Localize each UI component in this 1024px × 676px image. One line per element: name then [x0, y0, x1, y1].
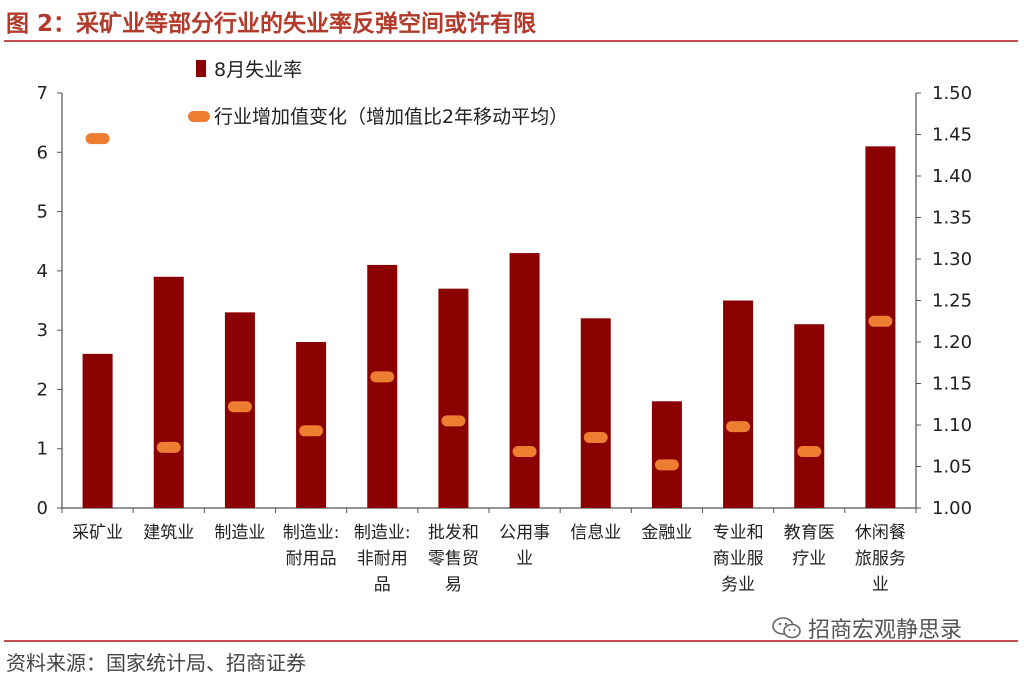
category-label: 疗业	[792, 549, 826, 569]
category-label: 易	[445, 575, 462, 595]
legend-marker-label: 行业增加值变化（增加值比2年移动平均）	[214, 106, 568, 128]
right-tick-label: 1.10	[932, 415, 972, 436]
left-tick-label: 4	[37, 261, 48, 282]
category-label: 教育医	[784, 523, 835, 543]
marker-point	[85, 133, 110, 145]
marker-point	[441, 415, 466, 427]
right-tick-label: 1.45	[932, 125, 972, 146]
marker-point	[299, 425, 324, 437]
bar	[153, 276, 184, 508]
bar	[865, 146, 896, 508]
marker-point	[868, 315, 893, 327]
bar	[296, 342, 327, 508]
marker-series	[85, 133, 893, 471]
chart-legend: 8月失业率 行业增加值变化（增加值比2年移动平均）	[188, 59, 568, 128]
category-label: 零售贸	[428, 549, 479, 569]
category-label: 耐用品	[286, 549, 337, 569]
left-tick-label: 3	[37, 320, 48, 341]
bar	[580, 318, 611, 508]
bar-chart: 0 1 2 3 4 5 6 7 1.00 1.05 1.10 1.15 1.20 1.25 1.30 1.35…	[37, 59, 973, 595]
watermark-text: 招商宏观静思录	[808, 618, 963, 643]
marker-point	[797, 446, 822, 458]
category-label: 业	[516, 549, 533, 569]
bar	[509, 253, 540, 508]
category-label: 休闲餐	[855, 523, 906, 543]
category-label: 批发和	[428, 523, 479, 543]
left-tick-label: 6	[37, 142, 48, 163]
category-label: 制造业:	[354, 523, 411, 543]
left-tick-label: 7	[37, 83, 48, 104]
watermark: 招商宏观静思录	[772, 612, 962, 644]
legend-bar-swatch	[196, 60, 206, 77]
category-label: 采矿业	[72, 523, 123, 543]
marker-point	[726, 421, 751, 433]
right-tick-label: 1.15	[932, 374, 972, 395]
bar	[794, 324, 825, 508]
category-label: 业	[872, 575, 889, 595]
category-label: 信息业	[570, 523, 621, 543]
marker-point	[370, 371, 395, 383]
bar	[82, 353, 113, 508]
right-tick-label: 1.20	[932, 332, 972, 353]
category-label: 公用事	[499, 523, 550, 543]
category-label: 务业	[721, 575, 755, 595]
category-label: 制造业:	[283, 523, 340, 543]
right-tick-label: 1.05	[932, 457, 972, 478]
left-tick-label: 5	[37, 202, 48, 223]
bar	[723, 300, 754, 508]
wechat-icon	[772, 617, 801, 639]
right-tick-label: 1.35	[932, 208, 972, 229]
left-tick-label: 2	[37, 379, 48, 400]
bar	[438, 288, 469, 508]
right-tick-label: 1.40	[932, 166, 972, 187]
chart-axes: 0 1 2 3 4 5 6 7 1.00 1.05 1.10 1.15 1.20 1.25 1.30 1.35…	[37, 83, 973, 595]
footer-divider	[4, 640, 1018, 642]
left-tick-label: 1	[37, 439, 48, 460]
category-label: 非耐用	[357, 549, 408, 569]
right-tick-label: 1.25	[932, 291, 972, 312]
marker-point	[654, 459, 679, 471]
category-label: 金融业	[641, 523, 692, 543]
bar	[367, 264, 398, 508]
bar	[651, 401, 682, 508]
chart-title: 图 2：采矿业等部分行业的失业率反弹空间或许有限	[6, 11, 537, 37]
marker-point	[512, 446, 537, 458]
legend-bar-label: 8月失业率	[214, 59, 302, 81]
marker-point	[583, 431, 608, 443]
category-label: 旅服务	[855, 549, 906, 569]
title-divider	[4, 40, 1018, 42]
category-label: 建筑业	[143, 523, 194, 543]
category-label: 制造业	[214, 523, 265, 543]
category-label: 品	[374, 575, 391, 595]
legend-marker-swatch	[188, 111, 210, 122]
category-label: 专业和	[713, 523, 764, 543]
source-note: 资料来源：国家统计局、招商证券	[6, 651, 306, 675]
left-tick-label: 0	[37, 498, 48, 519]
right-tick-label: 1.00	[932, 498, 972, 519]
category-label: 商业服	[713, 549, 764, 569]
right-tick-label: 1.30	[932, 249, 972, 270]
bar-series	[82, 146, 896, 508]
right-tick-label: 1.50	[932, 83, 972, 104]
marker-point	[156, 441, 181, 453]
marker-point	[227, 401, 252, 413]
